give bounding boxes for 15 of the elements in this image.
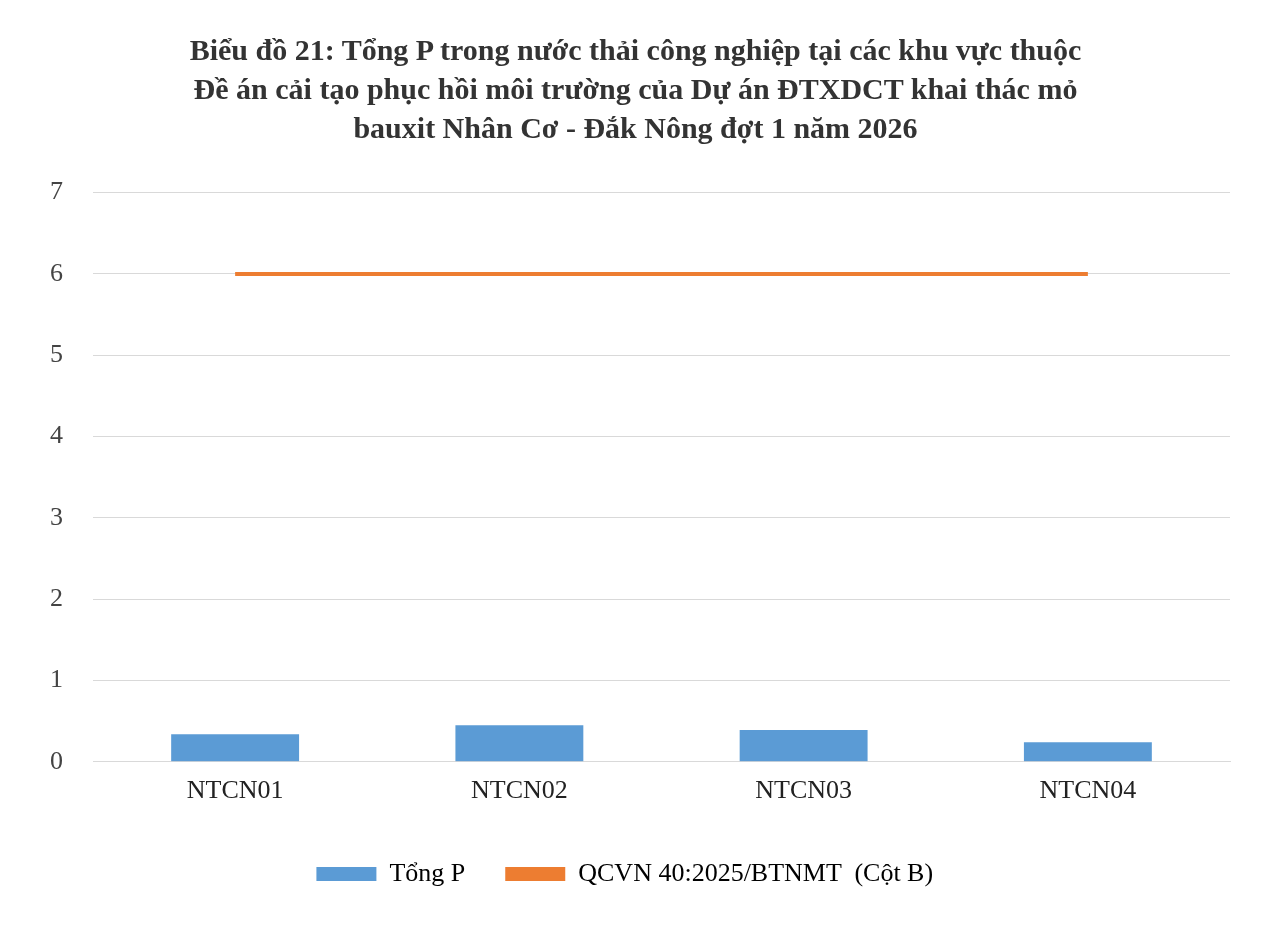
y-tick-label: 2 [50,583,63,612]
x-tick-label: NTCN01 [186,775,284,805]
x-tick-label: NTCN02 [470,775,568,805]
legend-label: QCVN 40:2025/BTNMT (Cột B) [578,857,934,887]
y-tick-label: 0 [50,745,63,775]
y-tick-label: 1 [50,664,63,694]
y-tick-label: 6 [50,257,63,287]
y-tick-label: 4 [50,420,63,450]
y-tick-label: 5 [50,339,63,369]
chart-title: Biểu đồ 21: Tổng P trong nước thải công nghiệp tại các khu vực thuộc Đề án cải tạo phục hồi môi trường của Dự án ĐTXDCT khai thác mỏ bauxit Nhân Cơ - Đắk Nông đợt 1 năm 2026 [188,32,1083,146]
x-tick-label: NTCN04 [1039,775,1137,805]
y-tick-label: 7 [50,176,63,206]
legend-label: Tổng P [389,857,466,887]
y-tick-label: 3 [50,501,63,531]
x-tick-label: NTCN03 [755,775,853,805]
